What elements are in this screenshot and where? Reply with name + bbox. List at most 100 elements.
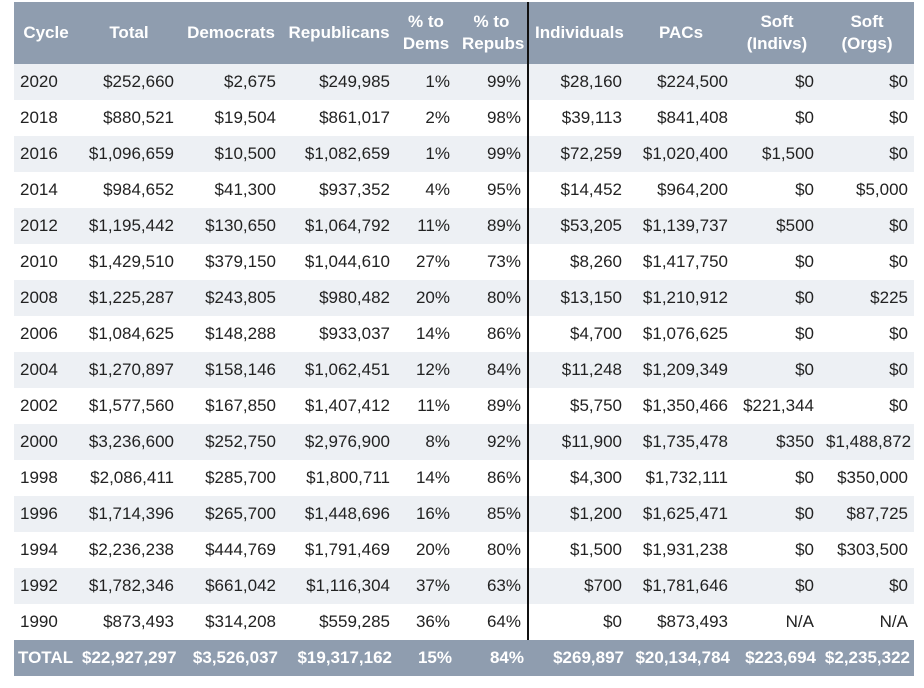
cell-democrats: $148,288 xyxy=(180,316,282,352)
totals-cycle: TOTAL xyxy=(14,640,78,676)
cell-cycle: 1996 xyxy=(14,496,78,532)
cell-individuals: $0 xyxy=(528,604,628,640)
table-row: 2012 $1,195,442 $130,650 $1,064,792 11% 89% $5… xyxy=(14,208,914,244)
cell-soft-indivs: $500 xyxy=(734,208,820,244)
cell-individuals: $1,200 xyxy=(528,496,628,532)
cell-pct-repubs: 95% xyxy=(456,172,529,208)
cell-cycle: 1992 xyxy=(14,568,78,604)
table-row: 1990 $873,493 $314,208 $559,285 36% 64% $0 $873… xyxy=(14,604,914,640)
cell-individuals: $4,300 xyxy=(528,460,628,496)
cell-pacs: $1,210,912 xyxy=(628,280,734,316)
cell-pct-repubs: 80% xyxy=(456,532,529,568)
cell-pacs: $1,417,750 xyxy=(628,244,734,280)
cell-pct-repubs: 99% xyxy=(456,136,529,172)
cell-pct-dems: 36% xyxy=(396,604,456,640)
header-republicans[interactable]: Republicans xyxy=(282,2,396,64)
cell-soft-orgs: $0 xyxy=(820,64,914,100)
totals-republicans: $19,317,162 xyxy=(282,640,396,676)
cell-pct-dems: 8% xyxy=(396,424,456,460)
table-row: 1992 $1,782,346 $661,042 $1,116,304 37% 63% $7… xyxy=(14,568,914,604)
cell-pct-dems: 4% xyxy=(396,172,456,208)
cell-republicans: $1,448,696 xyxy=(282,496,396,532)
cell-soft-indivs: $0 xyxy=(734,100,820,136)
cell-democrats: $661,042 xyxy=(180,568,282,604)
contributions-table-container: Cycle Total Democrats Republicans % to De… xyxy=(14,2,914,676)
cell-pct-repubs: 80% xyxy=(456,280,529,316)
cell-soft-orgs: N/A xyxy=(820,604,914,640)
cell-democrats: $10,500 xyxy=(180,136,282,172)
cell-pct-dems: 12% xyxy=(396,352,456,388)
cell-soft-orgs: $350,000 xyxy=(820,460,914,496)
cell-cycle: 2002 xyxy=(14,388,78,424)
cell-pct-repubs: 63% xyxy=(456,568,529,604)
cell-pct-repubs: 89% xyxy=(456,388,529,424)
cell-democrats: $243,805 xyxy=(180,280,282,316)
header-pacs[interactable]: PACs xyxy=(628,2,734,64)
cell-republicans: $1,064,792 xyxy=(282,208,396,244)
cell-total: $1,195,442 xyxy=(78,208,180,244)
header-cycle[interactable]: Cycle xyxy=(14,2,78,64)
cell-soft-indivs: N/A xyxy=(734,604,820,640)
cell-individuals: $4,700 xyxy=(528,316,628,352)
cell-pct-repubs: 86% xyxy=(456,460,529,496)
cell-soft-orgs: $0 xyxy=(820,388,914,424)
cell-total: $1,225,287 xyxy=(78,280,180,316)
cell-pct-dems: 20% xyxy=(396,280,456,316)
table-row: 2004 $1,270,897 $158,146 $1,062,451 12% 84% $1… xyxy=(14,352,914,388)
cell-total: $252,660 xyxy=(78,64,180,100)
cell-pct-repubs: 99% xyxy=(456,64,529,100)
cell-democrats: $19,504 xyxy=(180,100,282,136)
cell-pct-dems: 37% xyxy=(396,568,456,604)
cell-pct-repubs: 89% xyxy=(456,208,529,244)
cell-republicans: $933,037 xyxy=(282,316,396,352)
cell-total: $2,236,238 xyxy=(78,532,180,568)
cell-cycle: 2014 xyxy=(14,172,78,208)
cell-democrats: $2,675 xyxy=(180,64,282,100)
cell-republicans: $1,082,659 xyxy=(282,136,396,172)
cell-individuals: $11,248 xyxy=(528,352,628,388)
cell-total: $2,086,411 xyxy=(78,460,180,496)
cell-cycle: 2010 xyxy=(14,244,78,280)
header-individuals[interactable]: Individuals xyxy=(528,2,628,64)
cell-total: $1,270,897 xyxy=(78,352,180,388)
cell-republicans: $1,800,711 xyxy=(282,460,396,496)
cell-cycle: 2016 xyxy=(14,136,78,172)
cell-soft-orgs: $0 xyxy=(820,136,914,172)
cell-republicans: $249,985 xyxy=(282,64,396,100)
cell-pacs: $1,732,111 xyxy=(628,460,734,496)
cell-total: $1,714,396 xyxy=(78,496,180,532)
cell-pct-dems: 27% xyxy=(396,244,456,280)
cell-total: $1,084,625 xyxy=(78,316,180,352)
cell-soft-orgs: $303,500 xyxy=(820,532,914,568)
table-row: 2006 $1,084,625 $148,288 $933,037 14% 86% $4,7… xyxy=(14,316,914,352)
cell-cycle: 2006 xyxy=(14,316,78,352)
header-soft-indivs[interactable]: Soft (Indivs) xyxy=(734,2,820,64)
totals-total: $22,927,297 xyxy=(78,640,180,676)
totals-pct-repubs: 84% xyxy=(456,640,528,676)
cell-total: $984,652 xyxy=(78,172,180,208)
table-row: 2002 $1,577,560 $167,850 $1,407,412 11% 89% $5… xyxy=(14,388,914,424)
cell-individuals: $72,259 xyxy=(528,136,628,172)
header-pct-dems[interactable]: % to Dems xyxy=(396,2,456,64)
header-row: Cycle Total Democrats Republicans % to De… xyxy=(14,2,914,64)
cell-republicans: $1,044,610 xyxy=(282,244,396,280)
cell-cycle: 1994 xyxy=(14,532,78,568)
header-total[interactable]: Total xyxy=(78,2,180,64)
cell-cycle: 2000 xyxy=(14,424,78,460)
cell-soft-orgs: $0 xyxy=(820,316,914,352)
cell-democrats: $379,150 xyxy=(180,244,282,280)
cell-democrats: $314,208 xyxy=(180,604,282,640)
header-pct-repubs[interactable]: % to Repubs xyxy=(456,2,529,64)
cell-pacs: $964,200 xyxy=(628,172,734,208)
cell-pct-repubs: 85% xyxy=(456,496,529,532)
table-row: 2020 $252,660 $2,675 $249,985 1% 99% $28,160 $2… xyxy=(14,64,914,100)
header-democrats[interactable]: Democrats xyxy=(180,2,282,64)
totals-soft-indivs: $223,694 xyxy=(734,640,820,676)
header-soft-orgs[interactable]: Soft (Orgs) xyxy=(820,2,914,64)
cell-republicans: $861,017 xyxy=(282,100,396,136)
cell-republicans: $1,062,451 xyxy=(282,352,396,388)
table-row: 1994 $2,236,238 $444,769 $1,791,469 20% 80% $1… xyxy=(14,532,914,568)
table-row: 2018 $880,521 $19,504 $861,017 2% 98% $39,113 $… xyxy=(14,100,914,136)
cell-soft-indivs: $0 xyxy=(734,568,820,604)
cell-pct-dems: 1% xyxy=(396,136,456,172)
